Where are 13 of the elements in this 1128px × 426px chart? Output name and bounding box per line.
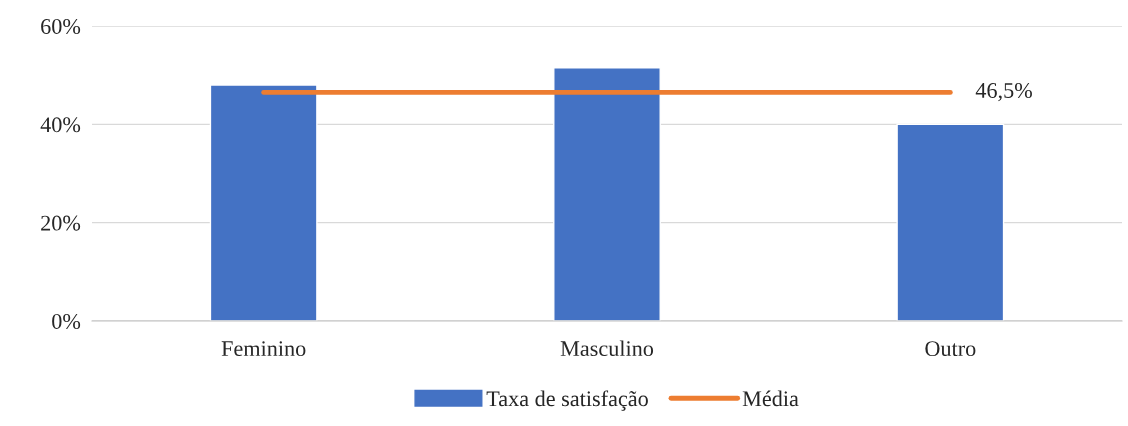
y-tick-label: 40%: [40, 117, 81, 133]
legend-label: Média: [742, 390, 799, 407]
y-tick-label: 20%: [41, 215, 81, 231]
y-tick-label: 0%: [52, 313, 81, 329]
x-tick-label: Masculino: [560, 340, 654, 357]
x-tick-label: Feminino: [221, 341, 306, 357]
bar: [553, 67, 661, 321]
x-tick-label: Outro: [925, 341, 976, 357]
bar: [896, 123, 1005, 321]
data-label: 46,5%: [975, 82, 1032, 102]
legend-label: Taxa de satisfação: [486, 390, 648, 411]
bar: [209, 84, 318, 321]
y-tick-label: 60%: [41, 18, 81, 34]
